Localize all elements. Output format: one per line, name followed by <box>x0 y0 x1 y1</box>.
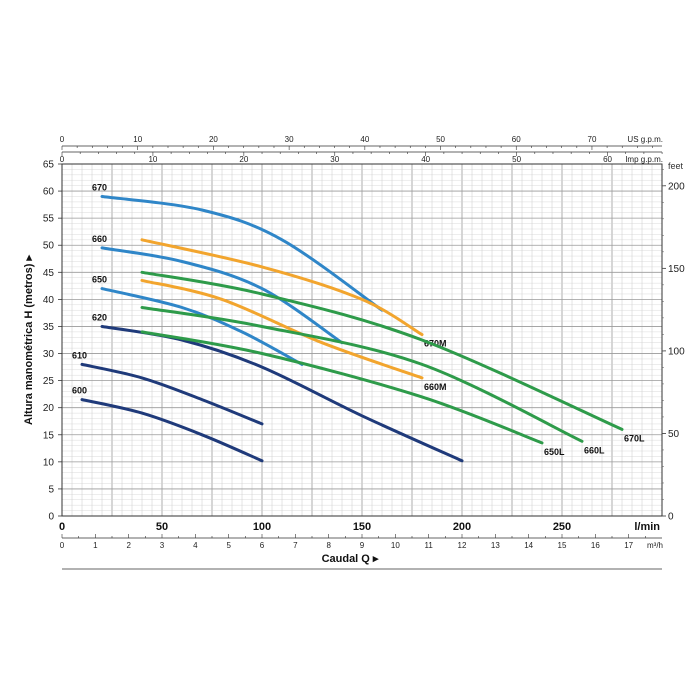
imp-gpm-tick-label: 20 <box>239 155 248 164</box>
m3h-tick-label: 15 <box>558 541 567 550</box>
x-tick-label: 100 <box>253 521 271 533</box>
m3h-tick-label: 8 <box>326 541 331 550</box>
curve-label-610: 610 <box>72 350 87 360</box>
y-tick-label: 35 <box>43 322 55 333</box>
curve-label-670: 670 <box>92 182 107 192</box>
y-tick-label: 20 <box>43 403 55 414</box>
y-tick-label: 25 <box>43 376 55 387</box>
curve-660M <box>140 278 424 380</box>
us-gpm-unit: US g.p.m. <box>627 135 663 144</box>
y-tick-label: 60 <box>43 187 55 198</box>
m3h-tick-label: 11 <box>425 541 434 550</box>
feet-tick-label: 200 <box>668 181 685 192</box>
imp-gpm-tick-label: 60 <box>603 155 612 164</box>
x-tick-label: 150 <box>353 521 371 533</box>
us-gpm-tick-label: 40 <box>360 135 369 144</box>
curve-610 <box>80 362 264 426</box>
y-axis-title: Altura manométrica H (metros) ▸ <box>23 255 35 425</box>
curve-label-660M: 660M <box>424 382 447 392</box>
y-tick-label: 65 <box>43 160 55 171</box>
us-gpm-tick-label: 50 <box>436 135 445 144</box>
imp-gpm-tick-label: 0 <box>60 155 65 164</box>
imp-gpm-tick-label: 50 <box>512 155 521 164</box>
m3h-tick-label: 0 <box>60 541 65 550</box>
m3h-tick-label: 5 <box>226 541 231 550</box>
curve-670L <box>140 270 624 431</box>
curve-label-620: 620 <box>92 312 107 322</box>
feet-unit: feet <box>668 161 684 171</box>
m3h-unit: m³/h <box>647 541 663 550</box>
us-gpm-tick-label: 30 <box>285 135 294 144</box>
x-tick-label: 200 <box>453 521 471 533</box>
y-tick-label: 5 <box>48 484 54 495</box>
y-tick-label: 40 <box>43 295 55 306</box>
curve-label-660: 660 <box>92 234 107 244</box>
m3h-tick-label: 10 <box>391 541 400 550</box>
curve-label-660L: 660L <box>584 445 605 455</box>
curve-660 <box>100 246 344 345</box>
imp-gpm-unit: Imp g.p.m. <box>625 155 663 164</box>
curve-label-650L: 650L <box>544 447 565 457</box>
curve-660L <box>140 306 584 443</box>
x-unit: l/min <box>634 521 660 533</box>
m3h-tick-label: 3 <box>160 541 165 550</box>
curve-label-670L: 670L <box>624 433 645 443</box>
curve-670M <box>140 238 424 337</box>
x-tick-label: 250 <box>553 521 571 533</box>
feet-tick-label: 50 <box>668 429 680 440</box>
curve-label-650: 650 <box>92 275 107 285</box>
imp-gpm-tick-label: 30 <box>330 155 339 164</box>
curve-650L <box>140 330 544 445</box>
y-tick-label: 15 <box>43 430 55 441</box>
m3h-tick-label: 2 <box>126 541 131 550</box>
m3h-tick-label: 7 <box>293 541 298 550</box>
y-tick-label: 45 <box>43 268 55 279</box>
imp-gpm-tick-label: 10 <box>148 155 157 164</box>
feet-tick-label: 150 <box>668 264 685 275</box>
m3h-tick-label: 14 <box>524 541 533 550</box>
m3h-tick-label: 4 <box>193 541 198 550</box>
y-tick-label: 50 <box>43 241 55 252</box>
curve-670 <box>100 195 384 312</box>
m3h-tick-label: 13 <box>491 541 500 550</box>
m3h-tick-label: 17 <box>624 541 633 550</box>
y-tick-label: 0 <box>48 512 54 523</box>
us-gpm-tick-label: 20 <box>209 135 218 144</box>
feet-tick-label: 0 <box>668 512 674 523</box>
y-tick-label: 55 <box>43 214 55 225</box>
x-tick-label: 0 <box>59 521 65 533</box>
m3h-tick-label: 16 <box>591 541 600 550</box>
us-gpm-tick-label: 70 <box>588 135 597 144</box>
y-tick-label: 30 <box>43 349 55 360</box>
us-gpm-tick-label: 0 <box>60 135 65 144</box>
m3h-tick-label: 1 <box>93 541 98 550</box>
m3h-tick-label: 12 <box>458 541 467 550</box>
x-axis-title: Caudal Q ▸ <box>322 553 379 565</box>
us-gpm-tick-label: 60 <box>512 135 521 144</box>
m3h-tick-label: 9 <box>360 541 365 550</box>
y-tick-label: 10 <box>43 457 55 468</box>
us-gpm-tick-label: 10 <box>133 135 142 144</box>
plot-frame <box>61 163 663 517</box>
x-tick-label: 50 <box>156 521 168 533</box>
m3h-tick-label: 6 <box>260 541 265 550</box>
imp-gpm-tick-label: 40 <box>421 155 430 164</box>
curve-label-600: 600 <box>72 386 87 396</box>
curve-600 <box>80 398 264 463</box>
feet-tick-label: 100 <box>668 346 685 357</box>
